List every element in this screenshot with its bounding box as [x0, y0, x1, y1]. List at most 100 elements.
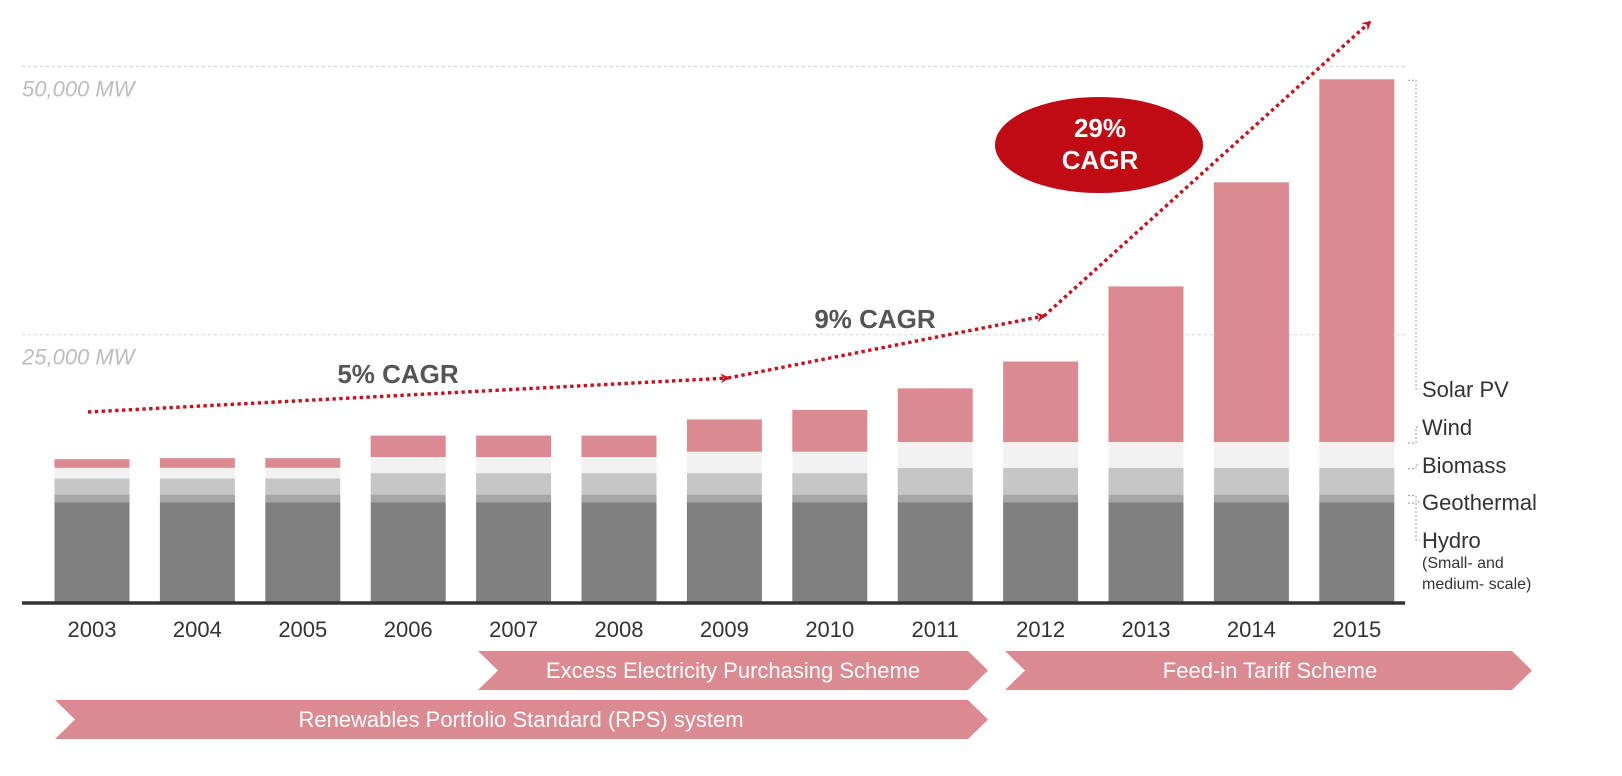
bar-solar-pv-2009 — [686, 419, 762, 452]
bar-biomass-2013 — [1108, 467, 1184, 495]
scheme-banner — [478, 651, 988, 690]
grid-layer: 25,000 MW 50,000 MW — [21, 65, 1405, 370]
x-tick-label: 2004 — [173, 617, 222, 642]
bar-solar-pv-2013 — [1108, 286, 1184, 443]
bar-solar-pv-2014 — [1213, 182, 1289, 443]
bar-geothermal-2003 — [54, 494, 130, 503]
bar-hydro-2012 — [1003, 502, 1079, 603]
bar-geothermal-2010 — [792, 494, 868, 503]
bar-biomass-2014 — [1213, 467, 1289, 495]
bar-biomass-2009 — [686, 473, 762, 495]
bars-layer — [54, 79, 1395, 603]
x-tick-label: 2007 — [489, 617, 538, 642]
axis-layer: 2003 2004 2005 2006 2007 2008 2009 2010 2011 2012… — [22, 601, 1405, 642]
bar-geothermal-2009 — [686, 494, 762, 503]
bar-biomass-2010 — [792, 473, 868, 495]
bar-solar-pv-2011 — [897, 388, 973, 443]
cagr-arrow — [1042, 20, 1372, 318]
bar-hydro-2015 — [1319, 502, 1395, 603]
scheme-layer: Excess Electricity Purchasing Scheme Feed… — [55, 651, 1532, 739]
x-tick-label: 2005 — [278, 617, 327, 642]
bar-biomass-2008 — [581, 473, 657, 495]
bar-biomass-2012 — [1003, 467, 1079, 495]
x-tick-label: 2010 — [805, 617, 854, 642]
bar-wind-2014 — [1213, 442, 1289, 468]
legend-label: Hydro — [1422, 528, 1481, 553]
bar-geothermal-2004 — [159, 494, 235, 503]
bar-geothermal-2007 — [476, 494, 552, 503]
cagr-label: 9% CAGR — [814, 304, 936, 334]
x-tick-label: 2006 — [384, 617, 433, 642]
bar-wind-2004 — [159, 467, 235, 479]
bar-solar-pv-2003 — [54, 459, 130, 468]
bar-wind-2013 — [1108, 442, 1184, 468]
cagr-bubble-label: 29% — [1074, 113, 1126, 143]
legend-leader-line — [1408, 495, 1420, 503]
bar-geothermal-2006 — [370, 494, 446, 503]
bar-wind-2006 — [370, 457, 446, 474]
bar-biomass-2006 — [370, 473, 446, 495]
bar-solar-pv-2006 — [370, 435, 446, 458]
bar-geothermal-2012 — [1003, 494, 1079, 503]
bar-biomass-2011 — [897, 467, 973, 495]
legend-layer: Hydro (Small- and medium- scale) Geothermal… — [1408, 79, 1537, 593]
legend-leader-line — [1408, 426, 1420, 444]
bar-hydro-2003 — [54, 502, 130, 603]
bar-solar-pv-2004 — [159, 458, 235, 468]
legend-label: Wind — [1422, 415, 1472, 440]
scheme-label: Renewables Portfolio Standard (RPS) syst… — [298, 707, 743, 732]
legend-leader-line — [1408, 502, 1420, 541]
bar-hydro-2010 — [792, 502, 868, 603]
bar-biomass-2015 — [1319, 467, 1395, 495]
x-tick-label: 2009 — [700, 617, 749, 642]
bar-hydro-2009 — [686, 502, 762, 603]
y-tick-label: 50,000 MW — [22, 76, 137, 101]
bar-solar-pv-2005 — [265, 458, 341, 468]
legend-note-line: medium- scale) — [1422, 576, 1531, 593]
bar-biomass-2007 — [476, 473, 552, 495]
bar-geothermal-2015 — [1319, 494, 1395, 503]
legend-label: Biomass — [1422, 453, 1506, 478]
bar-hydro-2011 — [897, 502, 973, 603]
bar-wind-2008 — [581, 457, 657, 474]
legend-label: Geothermal — [1422, 490, 1537, 515]
bar-geothermal-2005 — [265, 494, 341, 503]
bar-geothermal-2014 — [1213, 494, 1289, 503]
bar-wind-2015 — [1319, 442, 1395, 468]
bar-biomass-2004 — [159, 478, 235, 495]
bar-hydro-2013 — [1108, 502, 1184, 603]
legend-note: (Small- and medium- scale) — [1422, 555, 1531, 593]
x-tick-label: 2008 — [595, 617, 644, 642]
cagr-label: 5% CAGR — [337, 359, 459, 389]
bar-solar-pv-2010 — [792, 409, 868, 452]
scheme-banner — [1005, 651, 1532, 690]
bar-wind-2003 — [54, 467, 130, 479]
bar-wind-2007 — [476, 457, 552, 474]
x-tick-label: 2015 — [1332, 617, 1381, 642]
x-tick-label: 2013 — [1122, 617, 1171, 642]
legend-label: Solar PV — [1422, 377, 1509, 402]
scheme-label: Feed-in Tariff Scheme — [1163, 658, 1377, 683]
legend-leader-line — [1408, 464, 1420, 470]
bar-hydro-2006 — [370, 502, 446, 603]
y-tick-label: 25,000 MW — [21, 345, 137, 370]
bar-hydro-2004 — [159, 502, 235, 603]
scheme-label: Excess Electricity Purchasing Scheme — [546, 658, 920, 683]
bar-biomass-2005 — [265, 478, 341, 495]
legend-note-line: (Small- and — [1422, 555, 1504, 572]
bar-hydro-2014 — [1213, 502, 1289, 603]
scheme-banner — [55, 700, 988, 739]
legend-leader-line — [1408, 79, 1420, 390]
x-tick-label: 2012 — [1016, 617, 1065, 642]
cagr-layer: 5% CAGR 9% CAGR 29%CAGR — [87, 20, 1372, 414]
bar-wind-2012 — [1003, 442, 1079, 468]
cagr-arrow — [87, 373, 730, 414]
x-tick-label: 2003 — [68, 617, 117, 642]
bar-geothermal-2011 — [897, 494, 973, 503]
bar-wind-2009 — [686, 451, 762, 474]
bar-hydro-2007 — [476, 502, 552, 603]
bar-solar-pv-2007 — [476, 435, 552, 458]
bar-solar-pv-2015 — [1319, 79, 1395, 443]
bar-geothermal-2008 — [581, 494, 657, 503]
